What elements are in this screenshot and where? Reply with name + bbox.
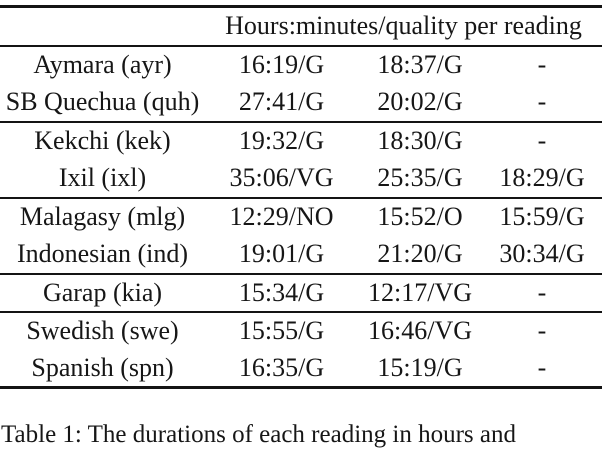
reading-cell: 15:55/G [238, 316, 325, 345]
reading-cell: 16:46/VG [368, 316, 472, 345]
reading-cell: 30:34/G [499, 239, 585, 268]
header-row: Hours:minutes/quality per reading [0, 7, 602, 46]
table-row: Indonesian (ind) 19:01/G 21:20/G 30:34/G [0, 236, 602, 274]
table-row: Swedish (swe) 15:55/G 16:46/VG - [0, 312, 602, 350]
reading-cell: 19:01/G [238, 239, 325, 268]
table-group-2: Kekchi (kek) 19:32/G 18:30/G - Ixil (ixl… [0, 121, 602, 198]
table-row: Ixil (ixl) 35:06/VG 25:35/G 18:29/G [0, 160, 602, 198]
reading-cell: - [537, 352, 547, 382]
reading-cell: 35:06/VG [229, 163, 334, 192]
reading-cell: - [537, 316, 547, 345]
reading-cell: 18:30/G [377, 126, 463, 155]
reading-cell: 15:59/G [499, 202, 585, 231]
language-cell: Spanish (spn) [31, 352, 174, 382]
language-cell: Kekchi (kek) [34, 126, 171, 155]
language-cell: Swedish (swe) [26, 316, 179, 345]
reading-cell: 15:34/G [238, 277, 325, 307]
reading-cell: 19:32/G [238, 126, 325, 155]
reading-cell: 18:37/G [377, 50, 463, 79]
header-empty-cell [0, 7, 205, 46]
language-cell: Ixil (ixl) [58, 163, 147, 192]
reading-cell: 16:35/G [238, 352, 325, 382]
reading-cell: 16:19/G [238, 50, 325, 79]
table-caption: Table 1: The durations of each reading i… [1, 421, 516, 448]
reading-cell: 18:29/G [499, 163, 585, 192]
reading-cell: 15:19/G [377, 352, 463, 382]
reading-cell: 27:41/G [238, 87, 325, 116]
language-cell: Garap (kia) [42, 277, 163, 307]
table-header: Hours:minutes/quality per reading [0, 7, 602, 46]
reading-cell: 12:17/VG [368, 277, 472, 307]
header-label: Hours:minutes/quality per reading [225, 11, 582, 41]
reading-cell: 20:02/G [377, 87, 463, 116]
readings-table: Hours:minutes/quality per reading Aymara… [0, 5, 602, 389]
table-row: Malagasy (mlg) 12:29/NO 15:52/O 15:59/G [0, 198, 602, 236]
language-cell: SB Quechua (quh) [5, 87, 200, 116]
reading-cell: - [537, 277, 547, 307]
table-group-4: Garap (kia) 15:34/G 12:17/VG - [0, 273, 602, 312]
language-cell: Malagasy (mlg) [19, 202, 186, 231]
table-row: Spanish (spn) 16:35/G 15:19/G - [0, 350, 602, 388]
reading-cell: 21:20/G [377, 239, 463, 268]
table-group-5: Swedish (swe) 15:55/G 16:46/VG - Spanish… [0, 311, 602, 388]
reading-cell: - [537, 126, 547, 155]
table-group-1: Aymara (ayr) 16:19/G 18:37/G - SB Quechu… [0, 45, 602, 122]
table-group-3: Malagasy (mlg) 12:29/NO 15:52/O 15:59/G … [0, 197, 602, 274]
table-row: Kekchi (kek) 19:32/G 18:30/G - [0, 122, 602, 160]
language-cell: Indonesian (ind) [16, 239, 189, 268]
reading-cell: 25:35/G [377, 163, 463, 192]
reading-cell: - [537, 50, 547, 79]
reading-cell: - [537, 87, 547, 116]
paper-table-figure: Hours:minutes/quality per reading Aymara… [0, 5, 602, 448]
table-row: Aymara (ayr) 16:19/G 18:37/G - [0, 46, 602, 84]
table-row: Garap (kia) 15:34/G 12:17/VG - [0, 274, 602, 312]
language-cell: Aymara (ayr) [33, 50, 172, 79]
table-row: SB Quechua (quh) 27:41/G 20:02/G - [0, 84, 602, 122]
reading-cell: 15:52/O [377, 202, 463, 231]
reading-cell: 12:29/NO [229, 202, 334, 231]
